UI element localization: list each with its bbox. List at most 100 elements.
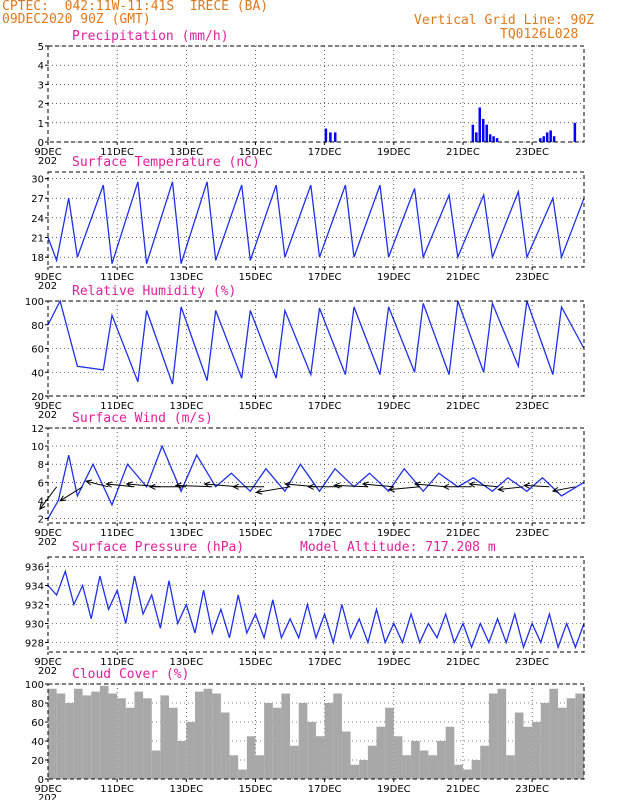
cloud-bar	[82, 695, 92, 779]
x-tick-label: 11DEC	[100, 147, 134, 158]
wind-arrowhead	[59, 495, 67, 502]
y-tick-label: 21	[31, 234, 44, 245]
x-tick-label: 13DEC	[169, 528, 203, 539]
pressure-line	[47, 569, 585, 650]
x-year-label: 202	[38, 156, 57, 167]
precip-bar	[492, 136, 495, 142]
wind-arrowhead	[468, 481, 476, 488]
wind-arrowhead	[497, 485, 505, 493]
precip-bar	[333, 132, 337, 142]
precip-bar	[475, 132, 478, 142]
cloud-bar	[471, 760, 481, 779]
wind-vector	[256, 486, 291, 493]
x-tick-label: 19DEC	[377, 528, 411, 539]
cloud-bar	[428, 755, 438, 779]
x-tick-label: 19DEC	[377, 147, 411, 158]
cloud-bar	[290, 745, 299, 779]
y-tick-label: 928	[25, 639, 44, 650]
wind-arrowhead	[255, 488, 263, 495]
x-tick-label: 13DEC	[169, 784, 203, 795]
wind-vector	[552, 486, 576, 492]
cloud-bar	[523, 726, 533, 779]
model-code: TQ0126L028	[500, 27, 579, 42]
cloud-bar	[272, 707, 282, 779]
cloud-bar	[514, 712, 524, 779]
cloud-bar	[462, 769, 472, 779]
cloud-bar	[229, 755, 239, 779]
cloud-bar	[488, 693, 498, 779]
cloud-bar	[99, 685, 109, 779]
wind-vector	[362, 483, 394, 488]
y-tick-label: 932	[25, 601, 44, 612]
cloud-bar	[108, 693, 118, 779]
y-tick-label: 18	[31, 253, 44, 264]
cloud-bar	[359, 760, 368, 779]
wind-arrowhead	[125, 481, 133, 488]
x-tick-label: 19DEC	[377, 657, 411, 668]
cloud-bar	[367, 745, 377, 779]
x-tick-label: 13DEC	[169, 657, 203, 668]
cloud-bar	[203, 688, 213, 779]
wind-vector	[469, 483, 498, 488]
wind-arrowhead	[148, 483, 156, 490]
wind-title: Surface Wind (m/s)	[72, 411, 213, 426]
vertical-grid-note: Vertical Grid Line: 90Z	[414, 13, 595, 28]
x-tick-label: 17DEC	[308, 784, 342, 795]
panel-frame	[47, 427, 585, 524]
cloud-bar	[220, 712, 230, 779]
temperature-line	[47, 181, 585, 264]
x-tick-label: 17DEC	[308, 147, 342, 158]
cloud-bar	[255, 755, 265, 779]
x-tick-label: 15DEC	[239, 528, 273, 539]
cloud-bar	[549, 688, 559, 779]
y-tick-label: 0	[38, 138, 44, 149]
cloud-bar	[341, 731, 351, 779]
cloud-bar	[411, 741, 420, 779]
wind-arrowhead	[551, 487, 559, 494]
cloud-bar	[143, 698, 152, 779]
y-tick-label: 27	[31, 194, 44, 205]
humidity-line	[47, 299, 585, 385]
x-tick-label: 23DEC	[515, 657, 549, 668]
cloud-bar	[177, 741, 187, 779]
y-tick-label: 3	[38, 80, 44, 91]
x-tick-label: 23DEC	[515, 528, 549, 539]
panel-frame	[47, 45, 585, 143]
cloud-bar	[532, 722, 541, 779]
wind-arrowhead	[174, 482, 182, 489]
cloud-title: Cloud Cover (%)	[72, 667, 189, 682]
y-tick-label: 4	[38, 496, 44, 507]
y-tick-label: 100	[25, 297, 44, 308]
x-year-label: 202	[38, 410, 57, 421]
wind-vector	[175, 484, 213, 488]
temperature-title: Surface Temperature (nC)	[72, 155, 260, 170]
y-tick-label: 100	[25, 680, 44, 691]
wind-arrowhead	[307, 483, 314, 490]
cloud-bar	[402, 755, 412, 779]
cloud-bar	[445, 726, 455, 779]
cloud-bar	[194, 691, 204, 779]
wind-vector	[85, 480, 109, 488]
cloud-bar	[385, 707, 394, 779]
cloud-bar	[333, 693, 342, 779]
run-date: 09DEC2020 90Z (GMT)	[2, 12, 151, 27]
wind-vector	[388, 486, 420, 491]
cloud-bar	[117, 698, 126, 779]
x-tick-label: 15DEC	[239, 401, 273, 412]
x-tick-label: 9DEC	[34, 147, 61, 158]
x-tick-label: 9DEC	[34, 657, 61, 668]
cloud-bar	[281, 693, 291, 779]
y-tick-label: 4	[38, 61, 44, 72]
cloud-bar	[151, 750, 161, 779]
cloud-bar	[324, 703, 334, 779]
cloud-bar	[246, 736, 256, 779]
x-tick-label: 17DEC	[308, 272, 342, 283]
cloud-bar	[558, 707, 567, 779]
y-tick-label: 934	[25, 582, 44, 593]
cloud-bar	[393, 736, 403, 779]
y-tick-label: 40	[31, 737, 44, 748]
precip-bar	[324, 128, 328, 142]
wind-vector	[524, 484, 550, 488]
precip-bar	[552, 136, 556, 142]
wind-arrowhead	[333, 482, 340, 489]
